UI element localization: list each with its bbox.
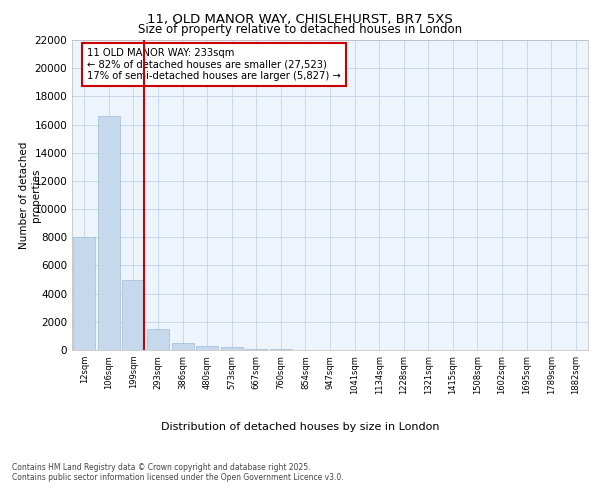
Bar bbox=[245, 348, 268, 350]
Text: 11 OLD MANOR WAY: 233sqm
← 82% of detached houses are smaller (27,523)
17% of se: 11 OLD MANOR WAY: 233sqm ← 82% of detach… bbox=[88, 48, 341, 81]
Bar bbox=[122, 280, 145, 350]
Bar bbox=[73, 236, 95, 350]
Text: Distribution of detached houses by size in London: Distribution of detached houses by size … bbox=[161, 422, 439, 432]
Bar bbox=[196, 346, 218, 350]
Bar bbox=[221, 348, 243, 350]
Text: 11, OLD MANOR WAY, CHISLEHURST, BR7 5XS: 11, OLD MANOR WAY, CHISLEHURST, BR7 5XS bbox=[147, 12, 453, 26]
Bar bbox=[147, 329, 169, 350]
Y-axis label: Number of detached
properties: Number of detached properties bbox=[19, 142, 41, 248]
Bar bbox=[172, 342, 194, 350]
Text: Contains public sector information licensed under the Open Government Licence v3: Contains public sector information licen… bbox=[12, 472, 344, 482]
Bar bbox=[98, 116, 120, 350]
Text: Size of property relative to detached houses in London: Size of property relative to detached ho… bbox=[138, 22, 462, 36]
Text: Contains HM Land Registry data © Crown copyright and database right 2025.: Contains HM Land Registry data © Crown c… bbox=[12, 462, 311, 471]
